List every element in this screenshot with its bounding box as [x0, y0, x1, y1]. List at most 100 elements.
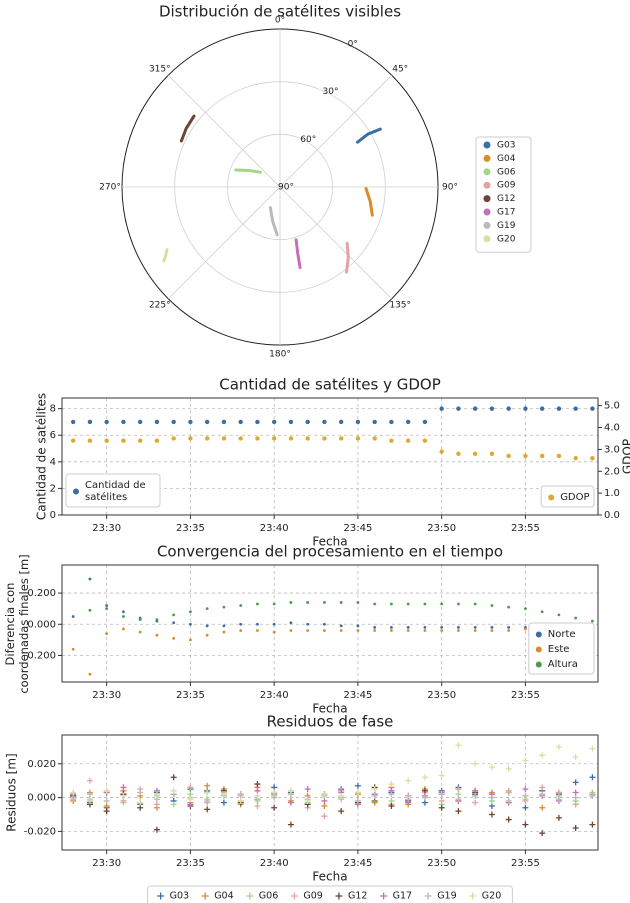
marker — [455, 786, 462, 793]
marker — [171, 419, 176, 425]
marker — [287, 821, 294, 828]
marker — [522, 786, 529, 793]
y2-axis-label: GDOP — [621, 439, 630, 474]
marker — [70, 419, 76, 425]
legend-marker — [483, 168, 491, 176]
marker — [572, 801, 579, 808]
x-tick-label: 23:50 — [427, 858, 456, 869]
marker — [256, 622, 259, 626]
marker — [70, 789, 77, 796]
marker — [121, 438, 126, 443]
marker — [221, 419, 227, 425]
marker — [71, 615, 75, 618]
satellite-track — [234, 168, 262, 174]
plot-frame — [61, 397, 599, 516]
legend-marker — [246, 892, 254, 900]
legend-label: G06 — [259, 891, 278, 902]
marker — [188, 419, 193, 425]
x-tick-label: 23:55 — [511, 523, 540, 534]
marker — [507, 629, 511, 632]
legend-label: G20 — [497, 234, 516, 244]
marker — [88, 577, 92, 581]
marker — [272, 602, 276, 606]
marker — [539, 784, 546, 791]
marker — [221, 436, 227, 441]
marker — [539, 752, 546, 759]
marker — [153, 791, 160, 798]
marker — [256, 602, 259, 606]
marker — [323, 622, 326, 626]
marker — [155, 633, 159, 637]
marker — [321, 797, 328, 804]
marker — [506, 453, 511, 459]
marker — [371, 799, 378, 806]
x-axis-label: Fecha — [312, 702, 347, 716]
marker — [472, 760, 479, 767]
y2-tick-label: 3.0 — [604, 444, 620, 455]
marker — [488, 764, 495, 771]
marker — [539, 406, 545, 411]
marker — [555, 743, 562, 750]
marker — [321, 813, 328, 820]
marker — [287, 787, 294, 794]
marker — [455, 796, 462, 803]
y2-tick-label: 1.0 — [604, 488, 620, 499]
y-axis-label: Diferencia con coordenadas finales [m] — [3, 553, 31, 694]
y-tick-label: 6 — [50, 430, 56, 441]
marker — [187, 796, 194, 803]
marker — [70, 794, 77, 801]
plot-frame — [61, 734, 599, 851]
marker — [104, 438, 109, 443]
legend-label: Este — [547, 643, 570, 655]
marker — [354, 789, 361, 796]
legend-marker — [335, 892, 343, 900]
marker — [557, 613, 561, 617]
chart-title: Residuos de fase — [267, 713, 394, 731]
marker — [438, 772, 445, 779]
marker — [321, 803, 328, 810]
marker — [572, 789, 579, 796]
x-tick-label: 23:35 — [176, 858, 205, 869]
marker — [490, 626, 494, 629]
x-tick-label: 23:30 — [92, 523, 121, 534]
legend-label: G12 — [348, 891, 367, 902]
marker — [271, 436, 277, 441]
marker — [356, 624, 360, 628]
marker — [71, 647, 75, 651]
legend-label: G09 — [303, 891, 322, 902]
marker — [121, 419, 126, 425]
marker — [388, 791, 395, 798]
marker — [354, 797, 361, 804]
marker — [523, 406, 528, 411]
marker — [440, 629, 444, 632]
marker — [189, 638, 192, 642]
marker — [440, 602, 444, 606]
legend-label: G17 — [393, 891, 412, 902]
marker — [338, 436, 344, 441]
marker — [472, 792, 479, 799]
marker — [254, 803, 261, 810]
marker — [154, 438, 160, 443]
marker — [388, 781, 395, 788]
y-tick-label: 8 — [50, 404, 56, 415]
marker — [355, 419, 361, 425]
marker — [356, 629, 360, 632]
satellite-track — [162, 248, 169, 263]
marker — [439, 449, 444, 454]
satellite-track — [179, 114, 196, 143]
legend-marker — [483, 208, 491, 216]
legend-marker — [469, 892, 477, 900]
y-tick-label: -0.020 — [24, 826, 56, 837]
satellite-track — [345, 241, 350, 274]
marker — [289, 621, 293, 625]
y-axis-label: Cantidad de satélites — [35, 393, 49, 520]
marker — [421, 794, 428, 801]
legend-label: G06 — [497, 167, 516, 177]
y-tick-label: -0.200 — [24, 650, 56, 661]
marker — [573, 406, 578, 411]
marker — [505, 797, 512, 804]
marker — [472, 451, 478, 456]
marker — [489, 451, 495, 456]
x-tick-label: 23:50 — [427, 523, 456, 534]
